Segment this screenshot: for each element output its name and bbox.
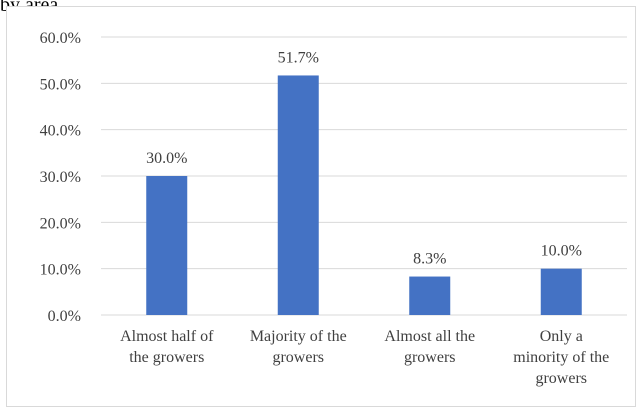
- data-label: 30.0%: [146, 150, 187, 167]
- category-label: Almost half of the growers: [120, 328, 214, 366]
- category-label-line: Almost half of: [120, 328, 214, 345]
- category-label-line: growers: [535, 370, 587, 387]
- bars: [146, 75, 582, 315]
- category-label-line: growers: [404, 349, 456, 366]
- bar: [540, 268, 582, 315]
- bar: [277, 75, 319, 315]
- y-tick-label: 10.0%: [40, 262, 81, 279]
- category-label-line: growers: [272, 349, 324, 366]
- data-label: 10.0%: [541, 243, 582, 260]
- y-tick-label: 40.0%: [40, 123, 81, 140]
- category-label-line: Almost all the: [384, 328, 475, 345]
- data-label: 51.7%: [278, 49, 319, 66]
- y-tick-label: 20.0%: [40, 215, 81, 232]
- chart-frame: [6, 6, 636, 407]
- gridlines: [101, 36, 627, 316]
- y-tick-label: 0.0%: [48, 308, 81, 325]
- category-labels: Almost half of the growers Majority of the…: [120, 328, 609, 387]
- category-label-line: Majority of the: [250, 328, 347, 345]
- category-label: Majority of the growers: [250, 328, 347, 366]
- category-label: Almost all the growers: [384, 328, 475, 366]
- y-tick-label: 60.0%: [40, 30, 81, 47]
- y-tick-label: 50.0%: [40, 76, 81, 93]
- category-label-line: minority of the: [513, 349, 609, 366]
- y-tick-label: 30.0%: [40, 169, 81, 186]
- category-label-line: the growers: [129, 349, 204, 366]
- bar: [409, 276, 451, 315]
- category-label: Only a minority of the growers: [513, 328, 609, 387]
- data-labels: 30.0% 51.7% 8.3% 10.0%: [146, 49, 582, 267]
- category-label-line: Only a: [540, 328, 583, 345]
- data-label: 8.3%: [413, 251, 446, 268]
- bar: [146, 176, 188, 315]
- y-axis-ticks: 0.0% 10.0% 20.0% 30.0% 40.0% 50.0% 60.0%: [40, 30, 81, 325]
